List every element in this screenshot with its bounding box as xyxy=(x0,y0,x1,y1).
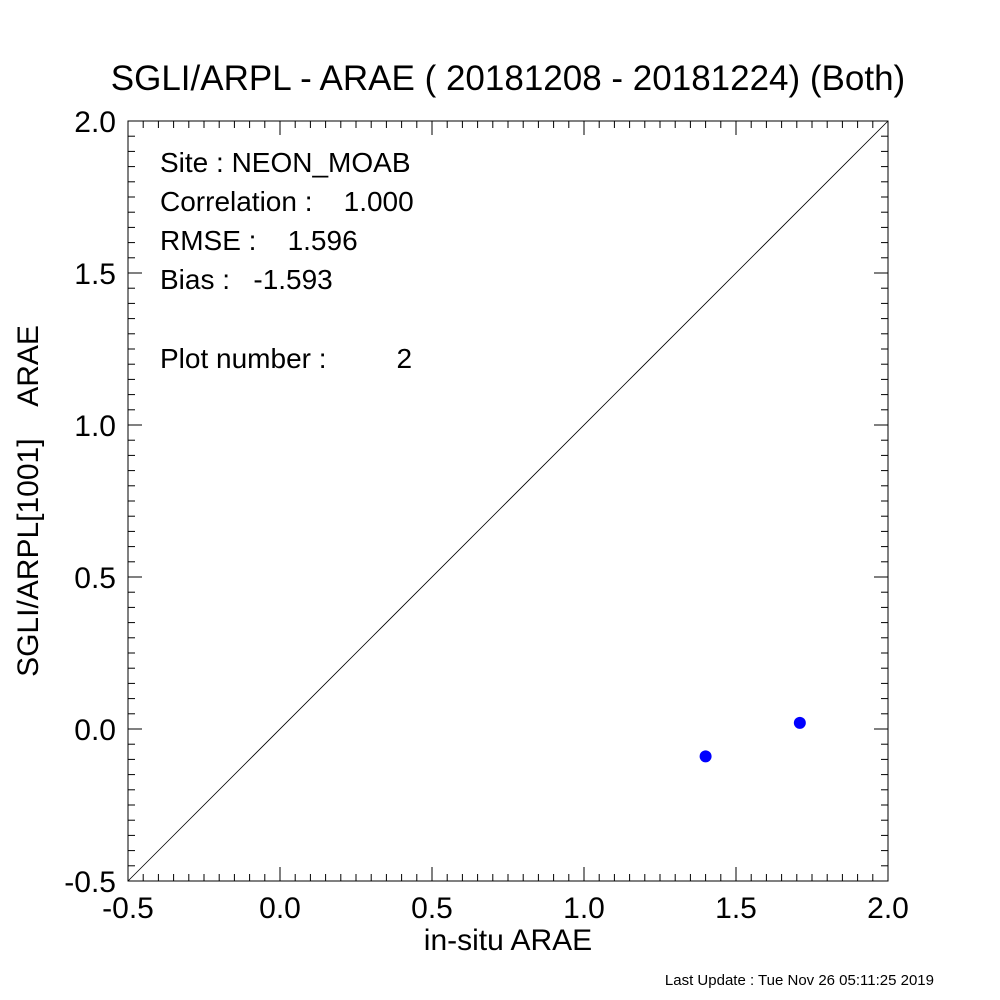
y-tick-label: 1.5 xyxy=(74,258,116,291)
y-tick-label: 1.0 xyxy=(74,410,116,443)
y-tick-label: 0.5 xyxy=(74,562,116,595)
correlation-label: Correlation : 1.000 xyxy=(160,186,414,217)
stats-annotation: Site : NEON_MOAB Correlation : 1.000 RMS… xyxy=(160,147,414,374)
y-tick-label: -0.5 xyxy=(64,866,116,899)
y-tick-labels: -0.5 0.0 0.5 1.0 1.5 2.0 xyxy=(64,106,116,899)
x-tick-label: 1.5 xyxy=(715,892,757,925)
x-tick-labels: -0.5 0.0 0.5 1.0 1.5 2.0 xyxy=(102,892,909,925)
x-tick-label: 0.0 xyxy=(259,892,301,925)
chart-title: SGLI/ARPL - ARAE ( 20181208 - 20181224) … xyxy=(111,59,905,98)
x-tick-label: 2.0 xyxy=(867,892,909,925)
x-axis-label: in-situ ARAE xyxy=(424,924,592,957)
rmse-label: RMSE : 1.596 xyxy=(160,225,358,256)
y-tick-label: 2.0 xyxy=(74,106,116,139)
x-tick-label: -0.5 xyxy=(102,892,154,925)
axis-ticks xyxy=(127,120,889,882)
data-point xyxy=(699,750,712,763)
plot-area xyxy=(127,120,889,882)
plot-number-label: Plot number : 2 xyxy=(160,343,412,374)
site-label: Site : NEON_MOAB xyxy=(160,147,411,178)
data-point xyxy=(793,716,806,729)
y-tick-label: 0.0 xyxy=(74,714,116,747)
one-to-one-line xyxy=(127,120,889,882)
x-tick-label: 1.0 xyxy=(563,892,605,925)
bias-label: Bias : -1.593 xyxy=(160,264,333,295)
y-axis-label: SGLI/ARPL[1001] ARAE xyxy=(12,325,45,677)
data-points xyxy=(699,716,806,763)
x-tick-label: 0.5 xyxy=(411,892,453,925)
last-update-label: Last Update : Tue Nov 26 05:11:25 2019 xyxy=(665,972,934,989)
